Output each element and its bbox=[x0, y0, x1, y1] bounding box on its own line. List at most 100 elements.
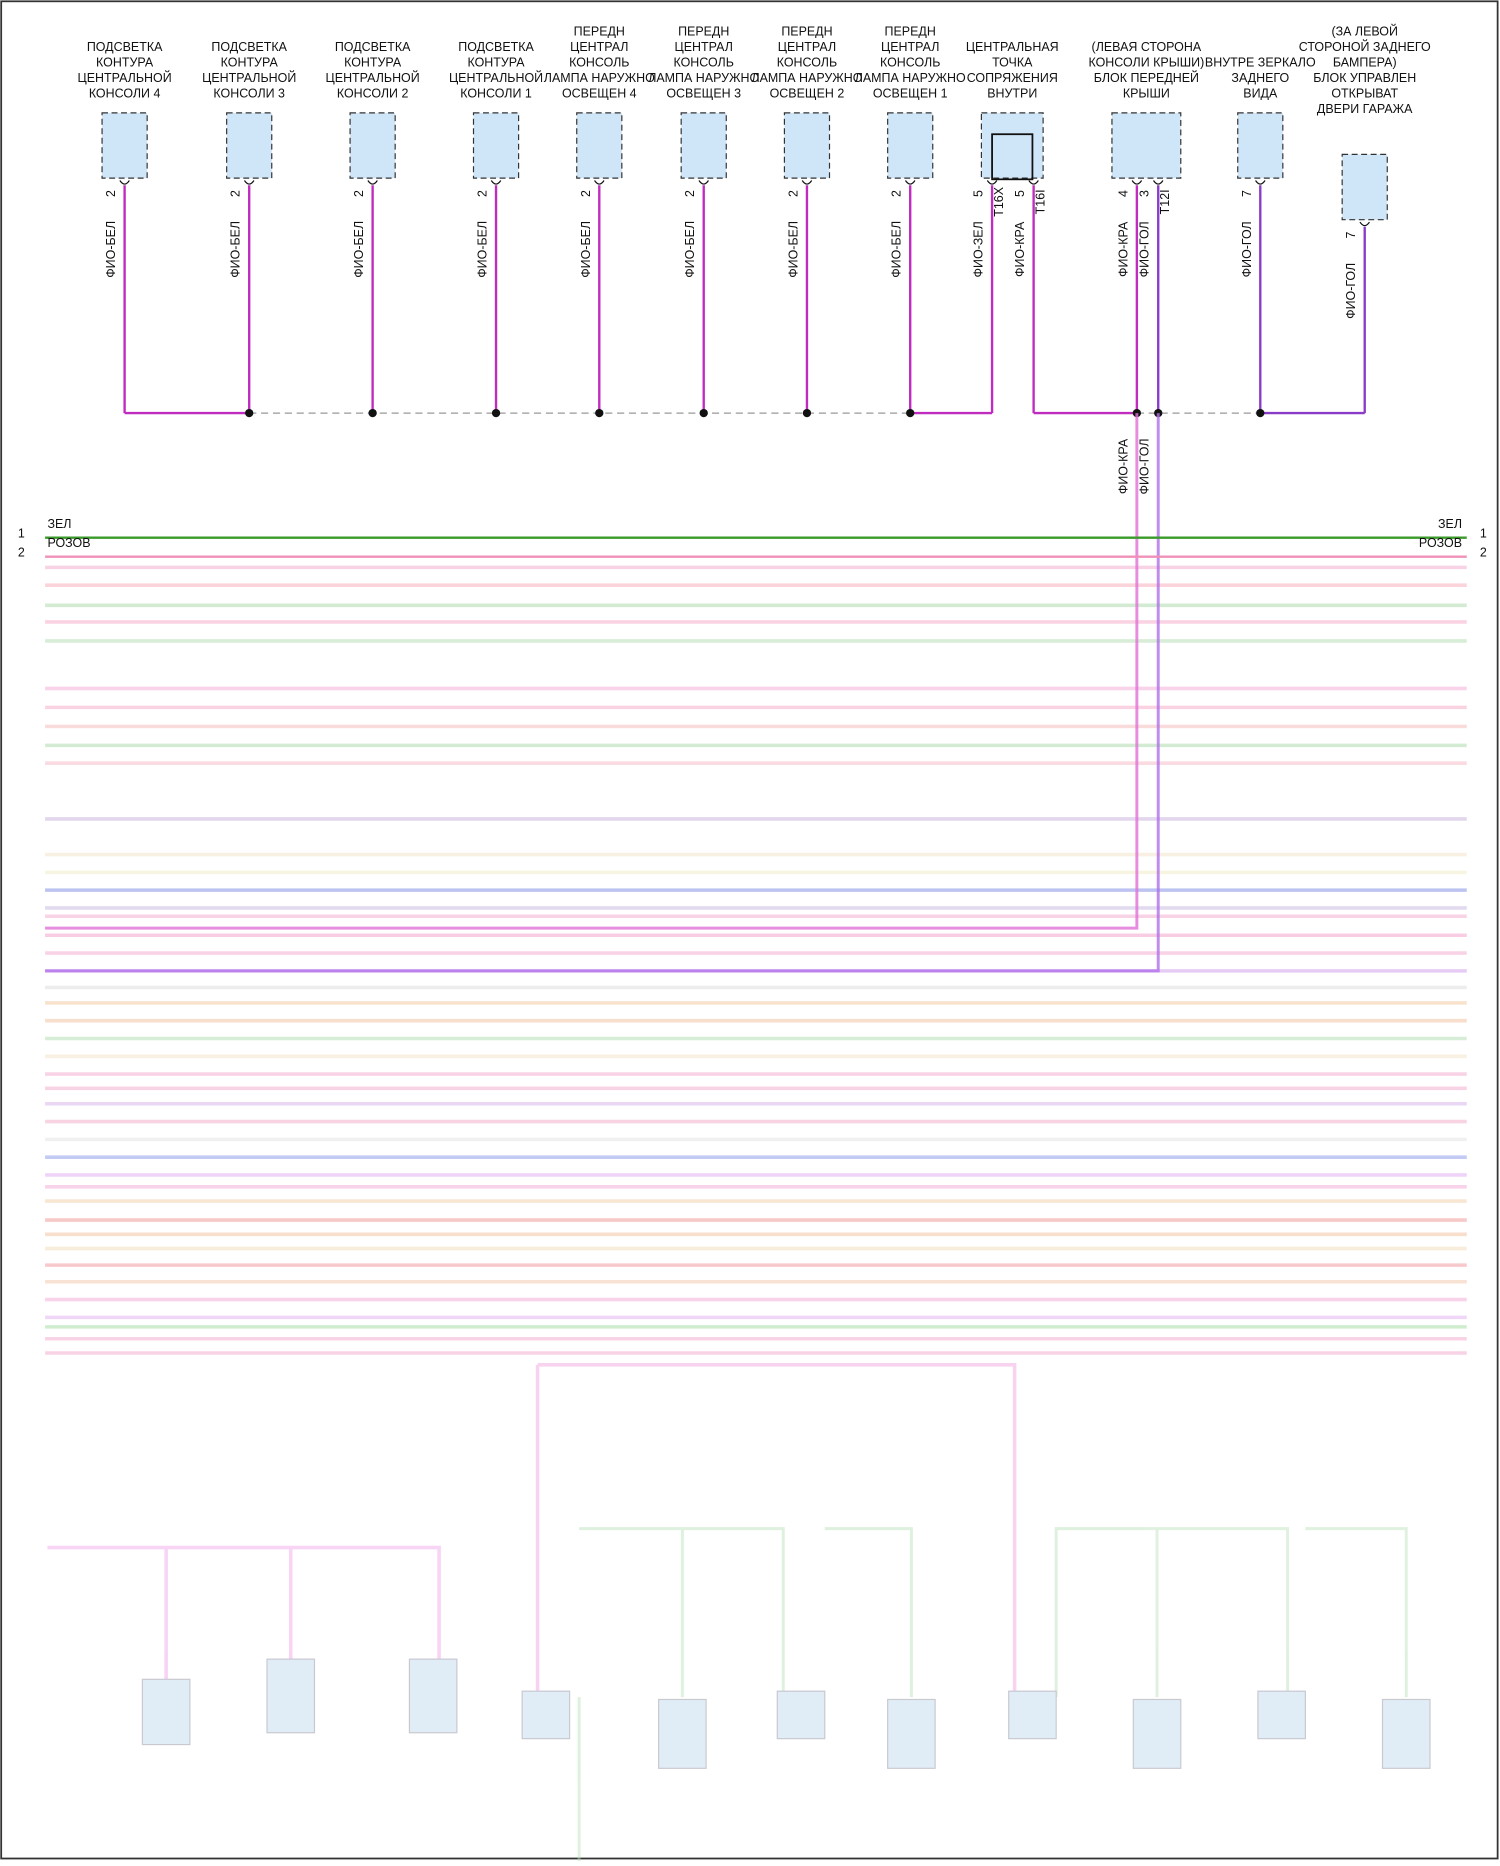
pin-number: 2 bbox=[476, 190, 490, 197]
wire-label: ФИО-КРА bbox=[1116, 438, 1130, 494]
component-label: КОНСОЛЬ bbox=[674, 56, 734, 70]
component-box bbox=[101, 112, 148, 179]
wire-label: ФИО-БЕЛ bbox=[352, 221, 366, 278]
wire-label: ФИО-КРА bbox=[1116, 221, 1130, 277]
component-label: БЛОК ПЕРЕДНЕЙ bbox=[1094, 70, 1199, 85]
bus-number: 2 bbox=[18, 546, 25, 560]
component-label: ЛАМПА НАРУЖНО bbox=[855, 71, 966, 85]
pin-socket bbox=[243, 180, 255, 185]
blurred-area bbox=[45, 565, 1467, 1866]
component-label: КОНСОЛИ 4 bbox=[89, 86, 161, 100]
splice-dot bbox=[595, 408, 604, 418]
component-box bbox=[1111, 112, 1182, 179]
pin-socket bbox=[119, 180, 130, 185]
component-label: СОПРЯЖЕНИЯ bbox=[967, 71, 1058, 85]
component-label: КОНСОЛЬ bbox=[777, 56, 837, 70]
blurred-component bbox=[658, 1698, 707, 1769]
blurred-wire bbox=[577, 1527, 1408, 1866]
pin-number: 4 bbox=[1116, 190, 1130, 197]
wire-label: ФИО-БЕЛ bbox=[890, 221, 904, 278]
component-label: ЛАМПА НАРУЖНО bbox=[648, 71, 759, 85]
blurred-component bbox=[408, 1658, 458, 1734]
pin-socket bbox=[490, 180, 502, 185]
component-label: ОСВЕЩЕН 2 bbox=[770, 86, 845, 100]
component-label: БЛОК УПРАВЛЕН bbox=[1313, 71, 1416, 85]
component-label: ЦЕНТРАЛЬНОЙ bbox=[78, 70, 172, 85]
pin-socket bbox=[698, 180, 709, 185]
bus-number: 2 bbox=[1480, 546, 1487, 560]
component-box bbox=[783, 112, 831, 179]
component-label: ПОДСВЕТКА bbox=[211, 40, 287, 54]
component-label: ПЕРЕДН bbox=[781, 25, 832, 39]
component-label: (ЛЕВАЯ СТОРОНА bbox=[1092, 40, 1202, 54]
component-label: ДВЕРИ ГАРАЖА bbox=[1317, 102, 1413, 116]
component-label: ПОДСВЕТКА bbox=[335, 40, 411, 54]
component-label: ПОДСВЕТКА bbox=[87, 40, 163, 54]
pin-socket bbox=[1359, 221, 1370, 227]
component-box bbox=[980, 112, 1044, 179]
component-label: ЦЕНТРАЛ bbox=[881, 40, 939, 54]
bus-wire-label: ЗЕЛ bbox=[1438, 517, 1462, 531]
component-label: ОСВЕЩЕН 4 bbox=[562, 86, 637, 100]
blurred-component bbox=[776, 1690, 826, 1740]
wire-label: ФИО-ГОЛ bbox=[1344, 263, 1358, 319]
pin-socket bbox=[1152, 180, 1164, 185]
blurred-component bbox=[266, 1658, 316, 1734]
component-label: ТОЧКА bbox=[992, 56, 1033, 70]
component-label: ЛАМПА НАРУЖНО bbox=[751, 71, 862, 85]
pin-number: 2 bbox=[786, 190, 800, 197]
pin-socket bbox=[986, 180, 998, 185]
splice-dot bbox=[245, 408, 254, 418]
component-label: ЦЕНТРАЛЬНОЙ bbox=[202, 70, 296, 85]
pin-number: 5 bbox=[972, 190, 986, 197]
wire bbox=[45, 413, 1160, 973]
splice-dot bbox=[906, 408, 915, 418]
pin-number: 2 bbox=[352, 190, 366, 197]
pin-number: 2 bbox=[683, 190, 697, 197]
blurred-wire bbox=[47, 1545, 441, 1686]
pin-socket bbox=[367, 180, 378, 185]
pin-number: 2 bbox=[229, 190, 243, 197]
pin-number: 2 bbox=[104, 190, 118, 197]
splice-dot bbox=[1256, 408, 1265, 418]
component-label: ЦЕНТРАЛ bbox=[778, 40, 836, 54]
component-label: (ЗА ЛЕВОЙ bbox=[1331, 24, 1397, 39]
component-label: ЛАМПА НАРУЖНО bbox=[544, 71, 655, 85]
wire-label: ФИО-ГОЛ bbox=[1138, 221, 1152, 277]
component-label: КОНТУРА bbox=[221, 56, 279, 70]
component-label: КОНТУРА bbox=[467, 56, 525, 70]
pin-number: 3 bbox=[1138, 190, 1152, 197]
pin-number: 7 bbox=[1240, 190, 1254, 197]
splice-dot bbox=[368, 408, 377, 418]
component-label: СТОРОНОЙ ЗАДНЕГО bbox=[1299, 39, 1431, 54]
component-label: ПЕРЕДН bbox=[574, 25, 625, 39]
component-label: ОСВЕЩЕН 1 bbox=[873, 86, 948, 100]
component-label: КОНСОЛЬ bbox=[880, 56, 940, 70]
splice-dot bbox=[699, 408, 708, 418]
component-label: КОНСОЛИ 2 bbox=[337, 86, 409, 100]
component-label: ВНУТРЕ ЗЕРКАЛО bbox=[1205, 56, 1316, 70]
wire-label: ФИО-ГОЛ bbox=[1240, 221, 1254, 277]
pin-socket bbox=[1028, 180, 1039, 185]
component-label: ЦЕНТРАЛ bbox=[675, 40, 733, 54]
wire-label: ФИО-БЕЛ bbox=[683, 221, 697, 278]
pin-number: 5 bbox=[1013, 190, 1027, 197]
component-box bbox=[1237, 112, 1284, 179]
connector-id: T16I bbox=[1033, 189, 1047, 214]
component-label: БАМПЕРА) bbox=[1333, 56, 1397, 70]
bus-wire-label: РОЗОВ bbox=[47, 536, 90, 550]
component-label: ОТКРЫВАТ bbox=[1331, 86, 1398, 100]
splice-dot bbox=[491, 408, 501, 418]
component-label: ЦЕНТРАЛЬНАЯ bbox=[966, 40, 1059, 54]
blurred-component bbox=[141, 1678, 191, 1746]
pin-socket bbox=[904, 180, 916, 185]
component-box bbox=[680, 112, 727, 179]
component-label: КОНСОЛИ 3 bbox=[213, 86, 285, 100]
wire-label: ФИО-ЗЕЛ bbox=[972, 221, 986, 277]
pin-socket bbox=[801, 180, 813, 185]
component-box bbox=[1341, 153, 1388, 221]
component-box bbox=[887, 112, 934, 179]
blurred-component bbox=[521, 1690, 571, 1740]
